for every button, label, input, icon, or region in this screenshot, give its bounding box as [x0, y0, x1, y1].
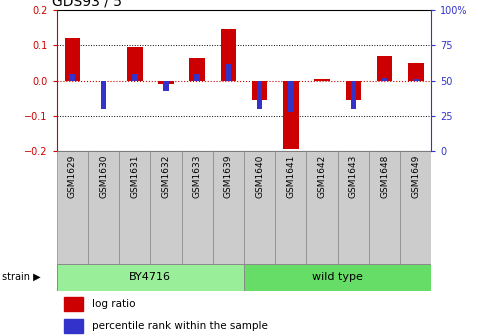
Text: strain ▶: strain ▶: [2, 272, 41, 282]
Text: GSM1630: GSM1630: [99, 155, 108, 198]
Bar: [244, 151, 275, 264]
Bar: [150, 151, 181, 264]
Bar: [101, 81, 106, 109]
Bar: [88, 151, 119, 264]
Bar: [257, 81, 262, 109]
Bar: [275, 151, 307, 264]
Text: GSM1629: GSM1629: [68, 155, 77, 198]
Bar: [408, 63, 423, 81]
Bar: [127, 47, 142, 81]
Bar: [288, 81, 294, 112]
Bar: [252, 81, 267, 100]
Bar: [244, 264, 431, 291]
Bar: [158, 81, 174, 84]
Bar: [283, 81, 299, 150]
Bar: [64, 319, 83, 333]
Bar: [64, 297, 83, 311]
Bar: [377, 56, 392, 81]
Text: GSM1631: GSM1631: [130, 155, 139, 198]
Bar: [65, 38, 80, 81]
Text: GSM1632: GSM1632: [162, 155, 171, 198]
Text: GSM1641: GSM1641: [286, 155, 295, 198]
Bar: [307, 151, 338, 264]
Text: BY4716: BY4716: [129, 272, 172, 282]
Text: log ratio: log ratio: [92, 299, 136, 309]
Bar: [132, 74, 138, 81]
Bar: [351, 81, 356, 109]
Bar: [315, 79, 330, 81]
Bar: [119, 151, 150, 264]
Bar: [346, 81, 361, 100]
Text: percentile rank within the sample: percentile rank within the sample: [92, 321, 268, 331]
Bar: [221, 30, 236, 81]
Bar: [382, 78, 387, 81]
Bar: [400, 151, 431, 264]
Bar: [163, 81, 169, 90]
Text: GSM1640: GSM1640: [255, 155, 264, 198]
Text: wild type: wild type: [312, 272, 363, 282]
Text: GSM1642: GSM1642: [317, 155, 326, 198]
Text: GSM1639: GSM1639: [224, 155, 233, 198]
Bar: [194, 74, 200, 81]
Bar: [189, 58, 205, 81]
Bar: [369, 151, 400, 264]
Bar: [57, 264, 244, 291]
Bar: [181, 151, 213, 264]
Bar: [338, 151, 369, 264]
Text: GSM1633: GSM1633: [193, 155, 202, 198]
Bar: [70, 74, 75, 81]
Bar: [413, 79, 419, 81]
Text: GSM1649: GSM1649: [411, 155, 420, 198]
Text: GSM1648: GSM1648: [380, 155, 389, 198]
Bar: [213, 151, 244, 264]
Text: GSM1643: GSM1643: [349, 155, 358, 198]
Bar: [226, 64, 231, 81]
Text: GDS93 / 5: GDS93 / 5: [52, 0, 122, 8]
Bar: [57, 151, 88, 264]
